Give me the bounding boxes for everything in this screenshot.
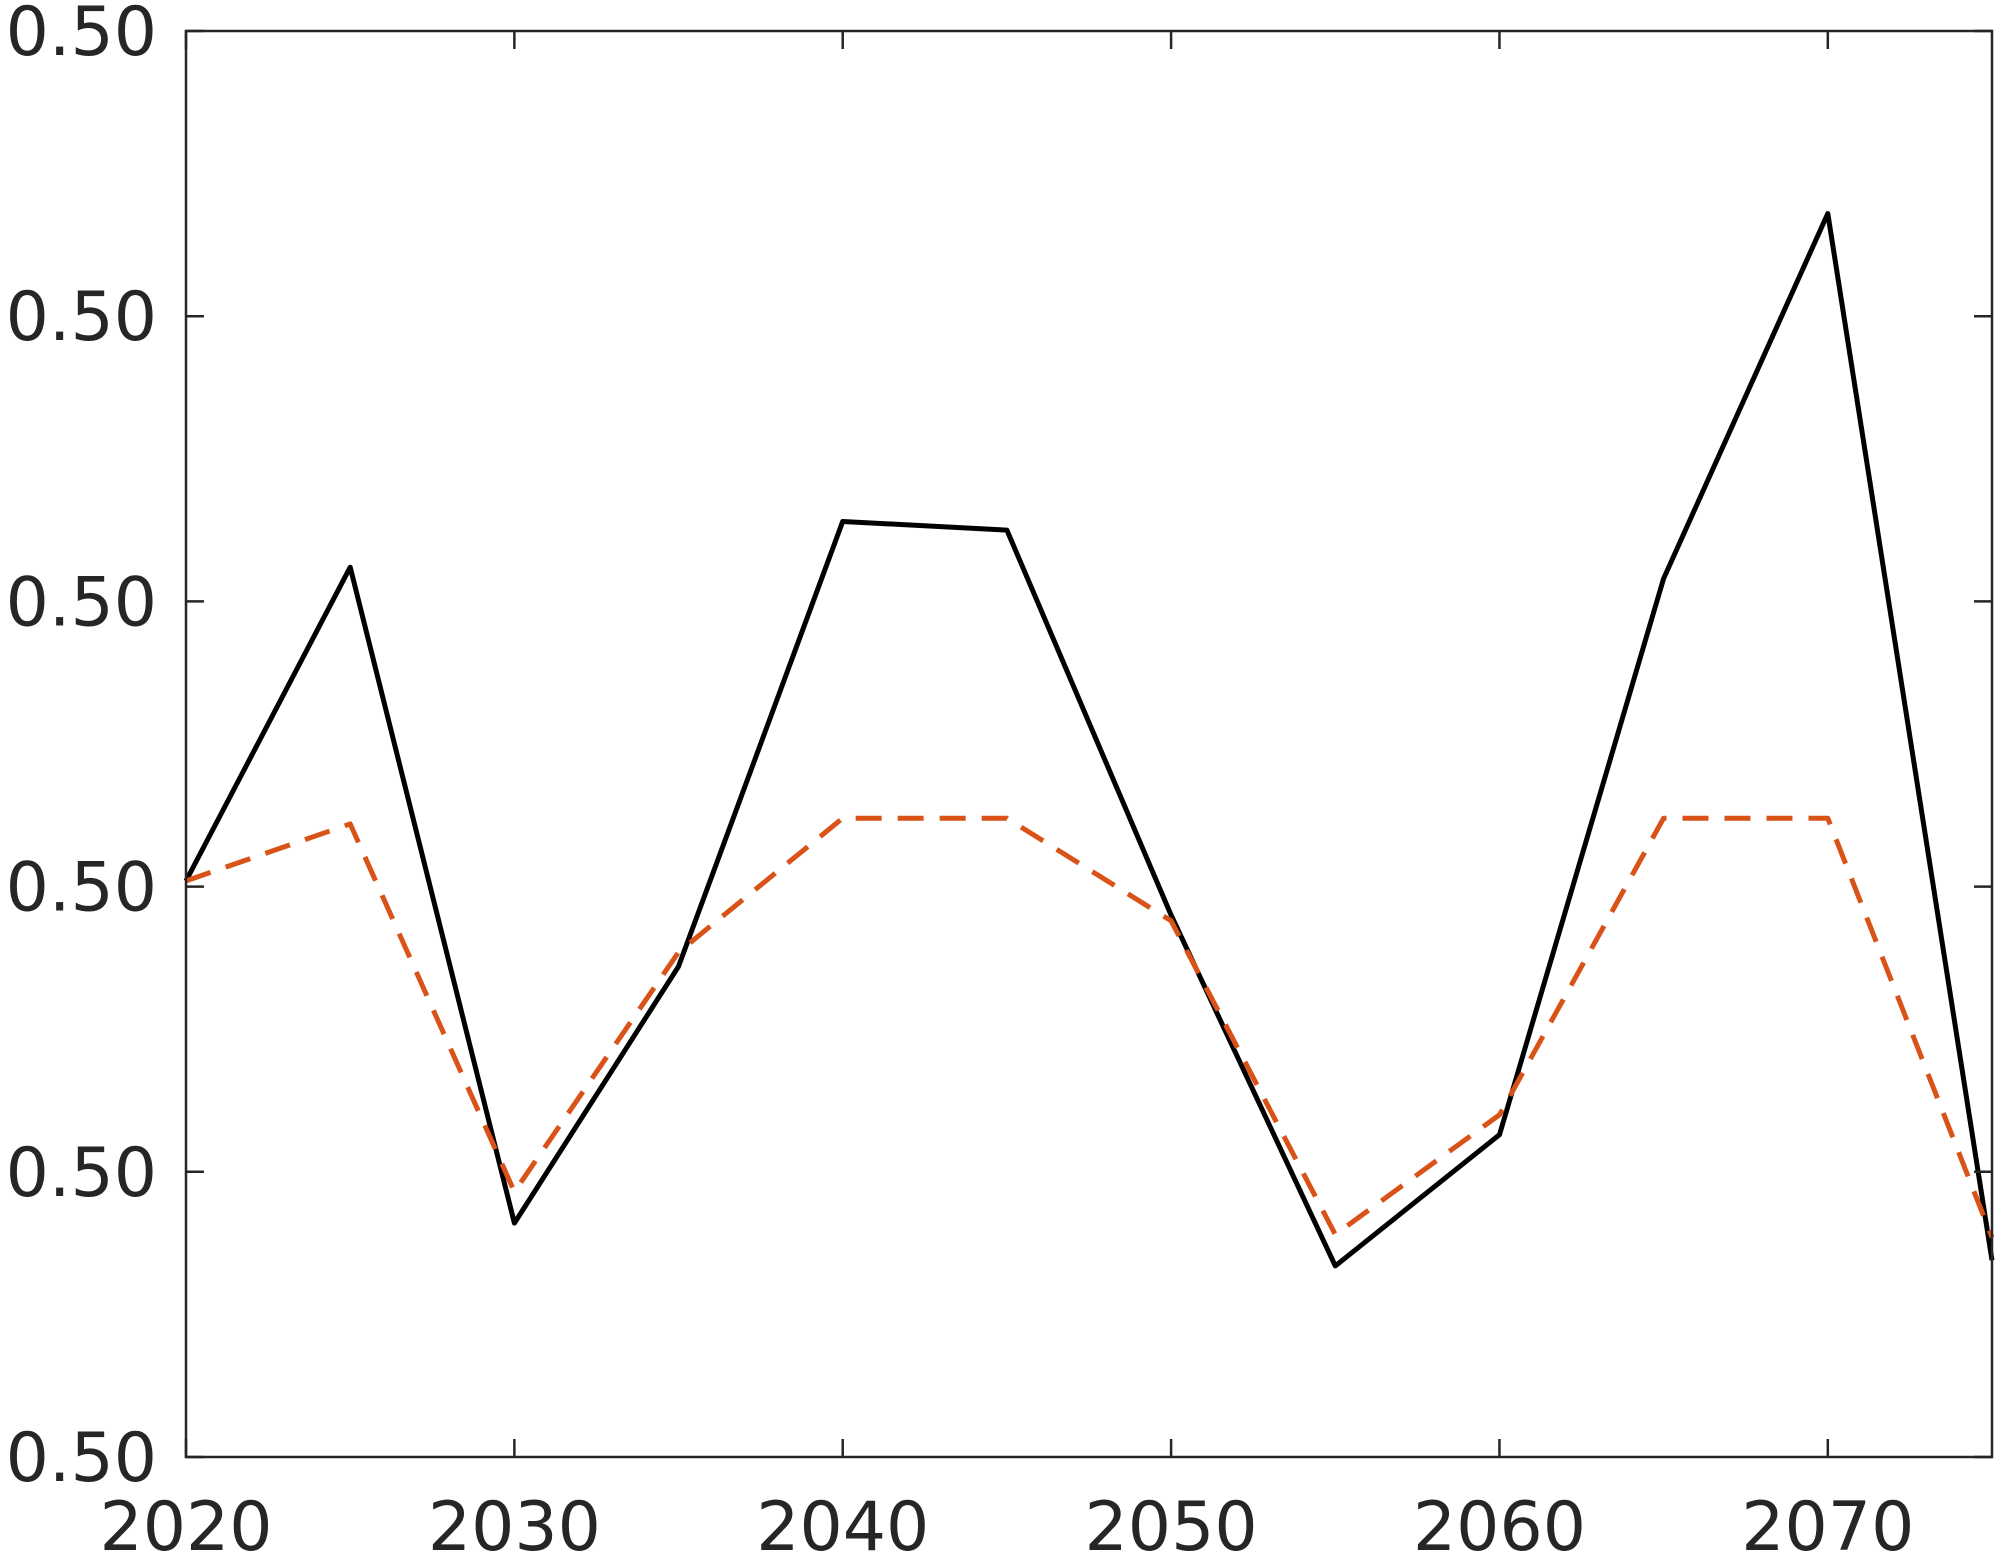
tick-labels: 2020 2030 2040 2050 2060 2070 0.50 0.50 0.50 0.50…	[6, 0, 1915, 1554]
y-tick-label: 0.50	[6, 0, 157, 72]
y-tick-label: 0.50	[6, 1134, 157, 1213]
x-tick-label: 2020	[99, 1488, 272, 1554]
y-tick-label: 0.50	[6, 1419, 157, 1498]
x-tick-label: 2050	[1085, 1488, 1258, 1554]
axes-layer	[184, 29, 1994, 1459]
x-tick-label: 2060	[1413, 1488, 1586, 1554]
series-layer	[183, 211, 1995, 1269]
x-tick-label: 2040	[756, 1488, 929, 1554]
x-tick-label: 2070	[1741, 1488, 1914, 1554]
x-tick-label: 2030	[428, 1488, 601, 1554]
series-dashed-line	[185, 815, 1995, 1239]
y-tick-label: 0.50	[6, 563, 157, 642]
plot-box	[184, 29, 1994, 1459]
y-tick-label: 0.50	[6, 849, 157, 928]
y-tick-label: 0.50	[6, 278, 157, 357]
series-solid-line	[183, 211, 1995, 1269]
